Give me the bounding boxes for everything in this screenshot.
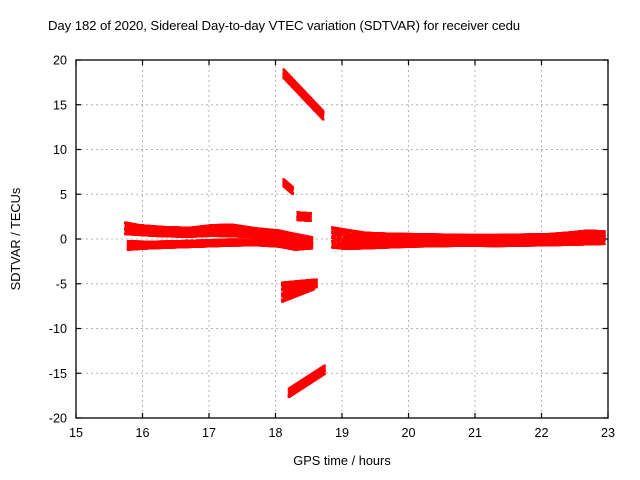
- axis-ticks: [75, 59, 609, 419]
- svg-text:10: 10: [53, 143, 67, 157]
- svg-text:-10: -10: [49, 322, 67, 336]
- svg-text:-20: -20: [49, 412, 67, 426]
- svg-text:-5: -5: [56, 277, 67, 291]
- svg-text:0: 0: [60, 233, 67, 247]
- svg-text:18: 18: [268, 426, 282, 440]
- svg-text:20: 20: [401, 426, 415, 440]
- y-tick-labels: 20 15 10 5 0 -5 -10 -15 -20: [49, 54, 67, 426]
- svg-text:5: 5: [60, 188, 67, 202]
- svg-text:15: 15: [69, 426, 83, 440]
- chart-title: Day 182 of 2020, Sidereal Day-to-day VTE…: [48, 18, 520, 33]
- svg-text:-15: -15: [49, 367, 67, 381]
- svg-text:17: 17: [202, 426, 216, 440]
- svg-text:23: 23: [601, 426, 615, 440]
- svg-text:20: 20: [53, 54, 67, 68]
- svg-text:19: 19: [335, 426, 349, 440]
- svg-text:21: 21: [468, 426, 482, 440]
- svg-text:22: 22: [534, 426, 548, 440]
- data-points: [124, 68, 606, 399]
- svg-text:16: 16: [135, 426, 149, 440]
- svg-text:15: 15: [53, 98, 67, 112]
- x-tick-labels: 15 16 17 18 19 20 21 22 23: [69, 426, 615, 440]
